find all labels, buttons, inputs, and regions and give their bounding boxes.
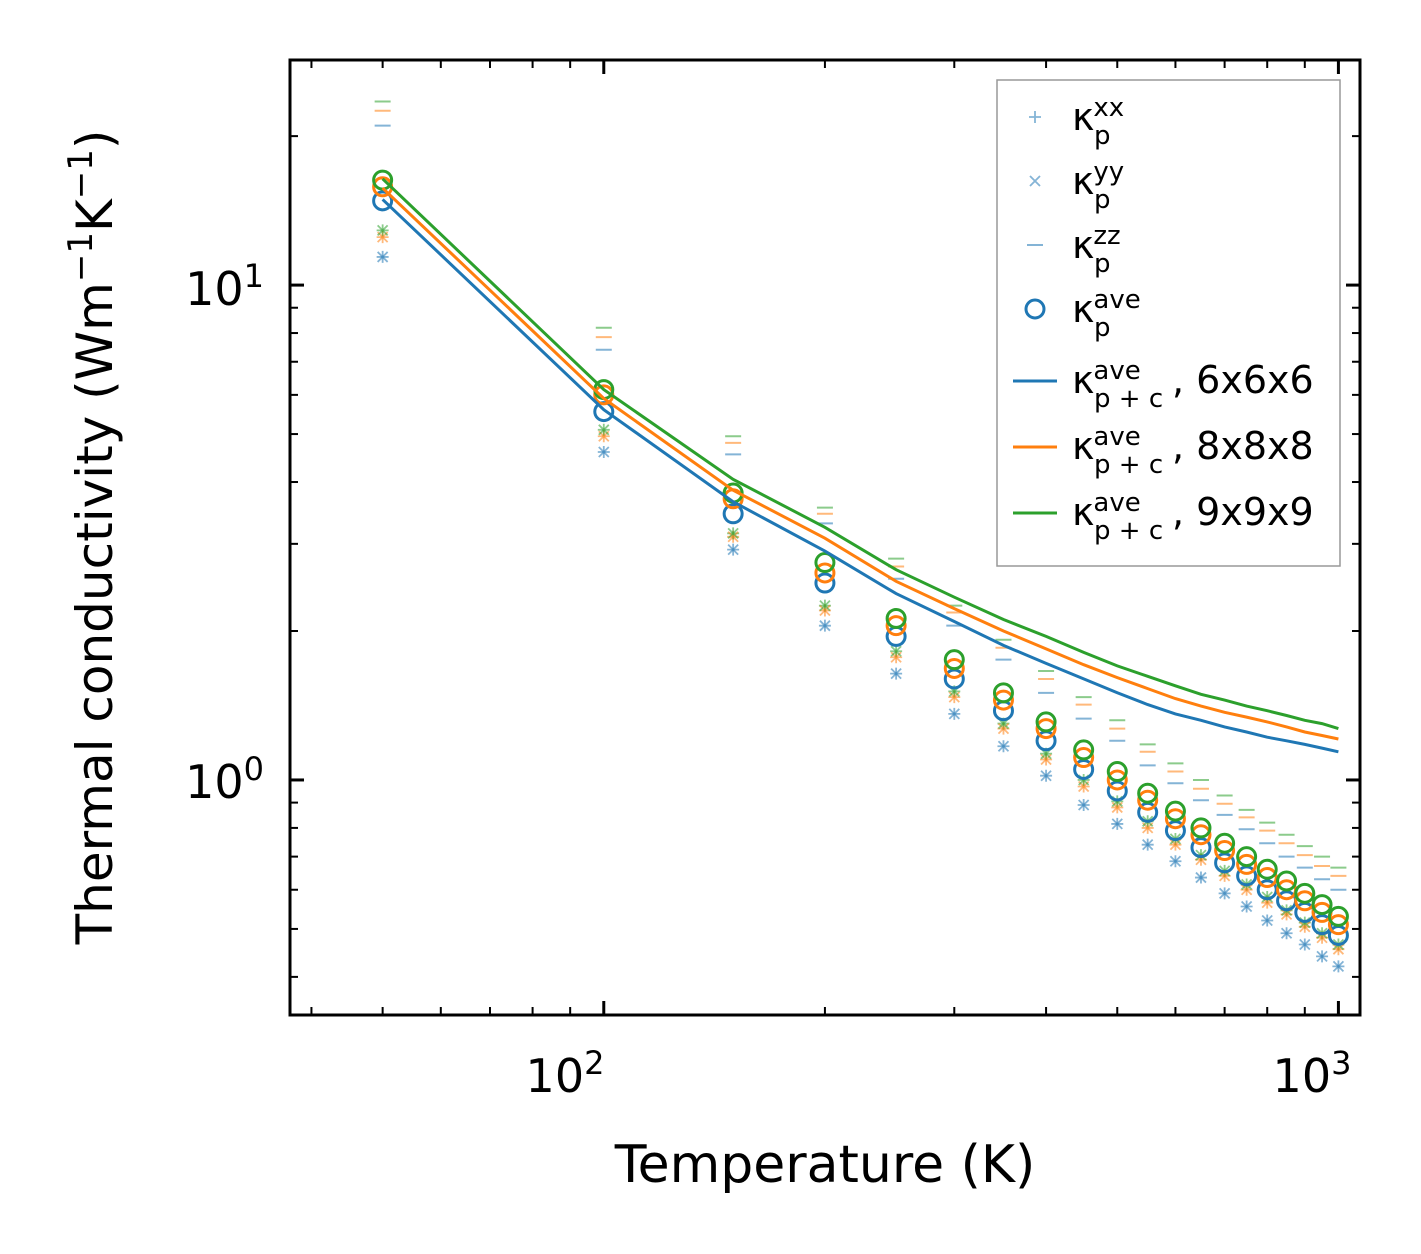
point-kappa-p-yy-6x6x6-T200 <box>819 620 831 632</box>
line-kappa-pc-ave-6x6x6 <box>381 198 1339 754</box>
point-kappa-p-yy-6x6x6-T500 <box>1111 818 1123 830</box>
point-kappa-p-yy-6x6x6-T700 <box>1218 887 1231 899</box>
x-axis-label: Temperature (K) <box>614 1135 1036 1195</box>
point-kappa-p-yy-6x6x6-T250 <box>890 668 902 680</box>
point-kappa-p-yy-9x9x9-T150 <box>727 527 739 539</box>
point-kappa-p-yy-6x6x6-T50 <box>376 251 389 263</box>
point-kappa-p-yy-6x6x6-T300 <box>948 708 960 720</box>
point-kappa-p-yy-9x9x9-T250 <box>890 645 902 657</box>
point-kappa-p-ave-8x8x8-T350 <box>992 689 1014 711</box>
point-kappa-p-yy-8x8x8-T850 <box>1280 908 1293 921</box>
point-kappa-p-ave-9x9x9-T300 <box>943 649 965 671</box>
point-kappa-p-ave-9x9x9-T650 <box>1190 817 1212 839</box>
line-kappa-pc-ave-8x8x8 <box>381 187 1339 741</box>
point-kappa-p-ave-8x8x8-T250 <box>885 615 907 637</box>
point-kappa-p-ave-9x9x9-T750 <box>1236 846 1258 868</box>
point-kappa-p-ave-9x9x9-T550 <box>1137 782 1159 804</box>
y-tick-label-1e0: 100 <box>185 750 264 809</box>
point-kappa-p-ave-6x6x6-T50 <box>372 190 394 212</box>
point-kappa-p-ave-9x9x9-T800 <box>1256 858 1278 880</box>
point-kappa-p-ave-8x8x8-T400 <box>1035 718 1057 740</box>
legend-label-kappa-pc-9x9x9: κave p + c, 9x9x9 <box>1072 488 1314 546</box>
point-kappa-p-ave-8x8x8-T800 <box>1256 867 1278 889</box>
point-kappa-p-yy-8x8x8-T900 <box>1299 921 1311 933</box>
point-kappa-p-ave-8x8x8-T1000 <box>1327 914 1349 936</box>
point-kappa-p-ave-9x9x9-T250 <box>885 607 907 629</box>
point-kappa-p-ave-8x8x8-T550 <box>1137 789 1159 811</box>
point-kappa-p-yy-8x8x8-T350 <box>997 722 1010 735</box>
point-kappa-p-ave-8x8x8-T700 <box>1214 840 1236 862</box>
point-kappa-p-ave-9x9x9-T900 <box>1294 882 1316 904</box>
point-kappa-p-ave-8x8x8-T750 <box>1236 853 1258 875</box>
kappa-pc-ave-curves <box>381 177 1339 754</box>
point-kappa-p-yy-6x6x6-T550 <box>1142 839 1154 851</box>
point-kappa-p-yy-6x6x6-T1000 <box>1332 960 1345 973</box>
y-tick-label-1e1: 101 <box>185 257 264 316</box>
legend-swatch-circle <box>1024 298 1046 320</box>
point-kappa-p-ave-9x9x9-T500 <box>1106 761 1128 783</box>
legend: κxx p κyy p κzz p κave p κave p + c, 6x6x6 κa… <box>996 79 1341 567</box>
point-kappa-p-yy-6x6x6-T950 <box>1316 950 1328 963</box>
legend-label-kappa-p-yy: κyy p <box>1072 157 1124 215</box>
point-kappa-p-ave-8x8x8-T200 <box>814 562 836 584</box>
point-kappa-p-ave-8x8x8-T500 <box>1106 769 1128 791</box>
point-kappa-p-ave-9x9x9-T450 <box>1073 739 1095 761</box>
point-kappa-p-ave-9x9x9-T1000 <box>1327 905 1349 927</box>
point-kappa-p-yy-8x8x8-T200 <box>819 604 831 617</box>
point-kappa-p-ave-6x6x6-T150 <box>722 503 744 525</box>
point-kappa-p-ave-9x9x9-T600 <box>1164 800 1186 822</box>
point-kappa-p-ave-9x9x9-T350 <box>992 682 1014 704</box>
point-kappa-p-yy-6x6x6-T600 <box>1169 855 1182 867</box>
x-tick-label-1e2: 102 <box>526 1044 605 1103</box>
point-kappa-p-ave-9x9x9-T950 <box>1311 894 1333 916</box>
point-kappa-p-yy-6x6x6-T650 <box>1195 871 1207 884</box>
point-kappa-p-ave-6x6x6-T450 <box>1073 758 1095 780</box>
point-kappa-p-yy-9x9x9-T100 <box>598 424 610 436</box>
legend-label-kappa-p-zz: κzz p <box>1072 221 1121 279</box>
point-kappa-p-yy-6x6x6-T450 <box>1078 799 1090 811</box>
point-kappa-p-yy-8x8x8-T150 <box>727 531 739 543</box>
point-kappa-p-ave-9x9x9-T200 <box>814 552 836 574</box>
point-kappa-p-yy-9x9x9-T50 <box>376 224 389 236</box>
point-kappa-p-yy-8x8x8-T750 <box>1240 884 1253 896</box>
point-kappa-p-yy-6x6x6-T900 <box>1299 938 1311 951</box>
point-kappa-p-yy-6x6x6-T850 <box>1280 927 1293 939</box>
point-kappa-p-ave-9x9x9-T850 <box>1276 870 1298 892</box>
legend-box <box>996 79 1341 567</box>
point-kappa-p-ave-8x8x8-T650 <box>1190 824 1212 846</box>
legend-swatch-plus <box>1029 111 1041 123</box>
line-kappa-pc-ave-9x9x9 <box>381 177 1339 731</box>
legend-label-kappa-pc-8x8x8: κave p + c, 8x8x8 <box>1072 422 1314 480</box>
point-kappa-p-ave-6x6x6-T950 <box>1311 914 1333 936</box>
point-kappa-p-yy-6x6x6-T800 <box>1261 914 1273 927</box>
plot-frame <box>288 58 1362 1017</box>
point-kappa-p-yy-6x6x6-T400 <box>1040 770 1052 782</box>
point-kappa-p-ave-8x8x8-T600 <box>1164 808 1186 830</box>
x-tick-label-1e3: 103 <box>1273 1044 1352 1103</box>
legend-label-kappa-pc-6x6x6: κave p + c, 6x6x6 <box>1072 356 1314 414</box>
point-kappa-p-ave-6x6x6-T200 <box>814 572 836 594</box>
point-kappa-p-ave-8x8x8-T450 <box>1073 747 1095 769</box>
point-kappa-p-yy-9x9x9-T650 <box>1195 849 1207 861</box>
point-kappa-p-ave-6x6x6-T650 <box>1190 837 1212 859</box>
y-axis-label: Thermal conductivity (Wm−1K−1) <box>61 130 124 946</box>
point-kappa-p-yy-9x9x9-T200 <box>819 600 831 612</box>
major-ticks <box>290 60 1360 1015</box>
legend-swatch-x <box>1029 175 1041 187</box>
point-kappa-p-ave-6x6x6-T700 <box>1214 852 1236 874</box>
legend-label-kappa-p-xx: κxx p <box>1072 93 1124 151</box>
point-kappa-p-yy-6x6x6-T350 <box>997 740 1010 752</box>
point-kappa-p-yy-8x8x8-T1000 <box>1332 943 1345 955</box>
point-kappa-p-ave-9x9x9-T700 <box>1214 832 1236 854</box>
point-kappa-p-ave-8x8x8-T300 <box>943 657 965 679</box>
legend-swatches <box>1013 111 1057 515</box>
point-kappa-p-yy-6x6x6-T750 <box>1240 900 1253 913</box>
point-kappa-p-ave-9x9x9-T400 <box>1035 711 1057 733</box>
point-kappa-p-yy-9x9x9-T800 <box>1261 891 1273 903</box>
point-kappa-p-yy-6x6x6-T150 <box>727 544 739 556</box>
legend-label-kappa-p-ave: κave p <box>1072 285 1141 343</box>
point-kappa-p-yy-6x6x6-T100 <box>598 446 610 458</box>
